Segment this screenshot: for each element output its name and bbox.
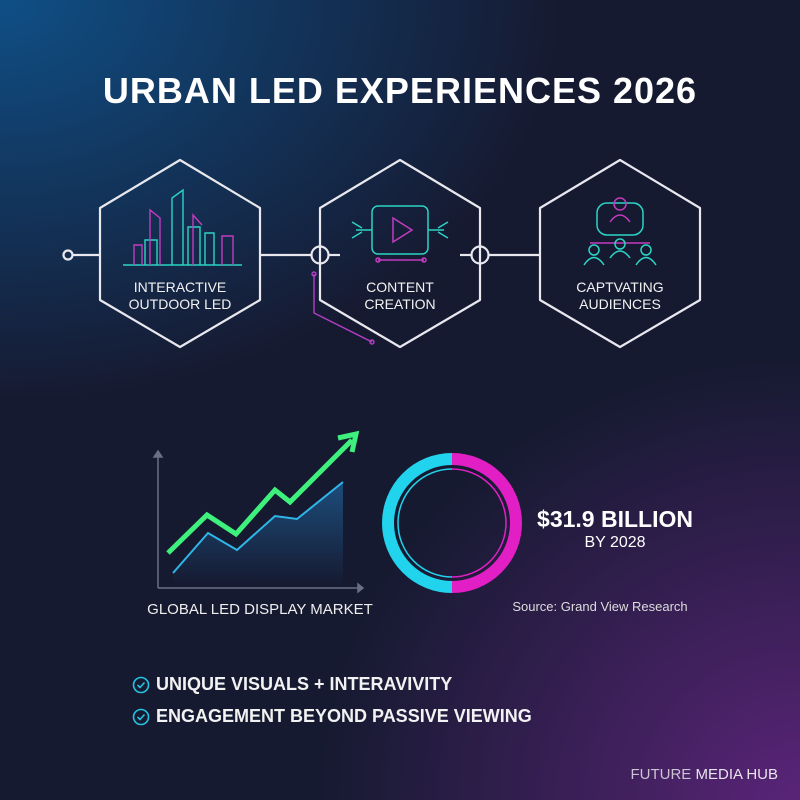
bullet-item: ENGAGEMENT BEYOND PASSIVE VIEWING <box>132 706 532 727</box>
stat-value: $31.9 BILLION <box>537 506 693 532</box>
market-donut <box>382 453 522 593</box>
brand-logo: FUTURE MEDIA HUB <box>630 766 778 783</box>
hexagon-1 <box>98 158 262 349</box>
stat-subtitle: BY 2028 <box>584 534 646 551</box>
source-note: Source: Grand View Research <box>512 599 688 614</box>
step-label-content-creation: CONTENT CREATION <box>364 279 436 312</box>
bullet-item: UNIQUE VISUALS + INTERAVIVITY <box>132 674 452 695</box>
check-circle-icon <box>132 708 150 725</box>
bullet-text: ENGAGEMENT BEYOND PASSIVE VIEWING <box>156 706 532 726</box>
video-play-icon <box>351 205 449 263</box>
trend-line <box>172 481 344 574</box>
circuit-trace <box>311 271 375 345</box>
growth-arrow <box>166 438 354 555</box>
step-label-interactive-outdoor-led: INTERACTIVE OUTDOOR LED <box>128 279 232 312</box>
hexagon-2 <box>318 158 482 349</box>
area-fill <box>173 482 343 585</box>
arrow-head <box>337 430 360 453</box>
page-title: URBAN LED EXPERIENCES 2026 <box>102 70 698 111</box>
chart-label: GLOBAL LED DISPLAY MARKET <box>147 601 373 618</box>
audience-network-icon <box>583 197 657 266</box>
city-skyline-icon <box>123 188 242 266</box>
check-circle-icon <box>132 676 150 693</box>
connector-node <box>62 249 74 261</box>
hexagon-3 <box>538 158 702 349</box>
bullet-text: UNIQUE VISUALS + INTERAVIVITY <box>156 674 453 694</box>
step-label-captivating-audiences: CAPTVATING AUDIENCES <box>576 279 664 312</box>
growth-chart-icon <box>152 430 365 594</box>
